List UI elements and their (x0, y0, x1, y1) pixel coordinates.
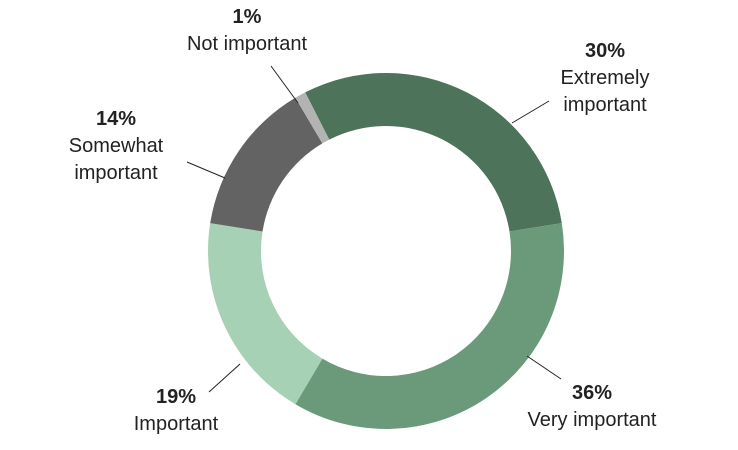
leader-line (270, 65, 299, 104)
category-label: Somewhat important (68, 135, 164, 184)
category-label: Extremely important (560, 67, 650, 116)
leader-line (186, 161, 226, 179)
leader-line (526, 355, 562, 380)
segment-label: 30% Extremely important (530, 38, 680, 119)
donut-segment (295, 223, 564, 429)
value-label: 36% (571, 382, 613, 404)
value-label: 19% (155, 386, 197, 408)
category-label: Very important (527, 409, 657, 431)
category-label: Important (133, 413, 219, 435)
segment-label: 19% Important (116, 384, 236, 438)
segment-label: 1% Not important (162, 4, 332, 58)
segment-label: 36% Very important (507, 380, 677, 434)
segment-label: 14% Somewhat important (51, 106, 181, 187)
donut-segment (208, 223, 323, 405)
leader-line (511, 100, 550, 124)
donut-segment (305, 72, 562, 232)
value-label: 30% (584, 40, 626, 62)
donut-segment (295, 92, 330, 144)
value-label: 1% (232, 6, 262, 28)
leader-line (208, 363, 241, 393)
category-label: Not important (186, 33, 308, 55)
donut-segment (210, 97, 323, 232)
value-label: 14% (95, 108, 137, 130)
